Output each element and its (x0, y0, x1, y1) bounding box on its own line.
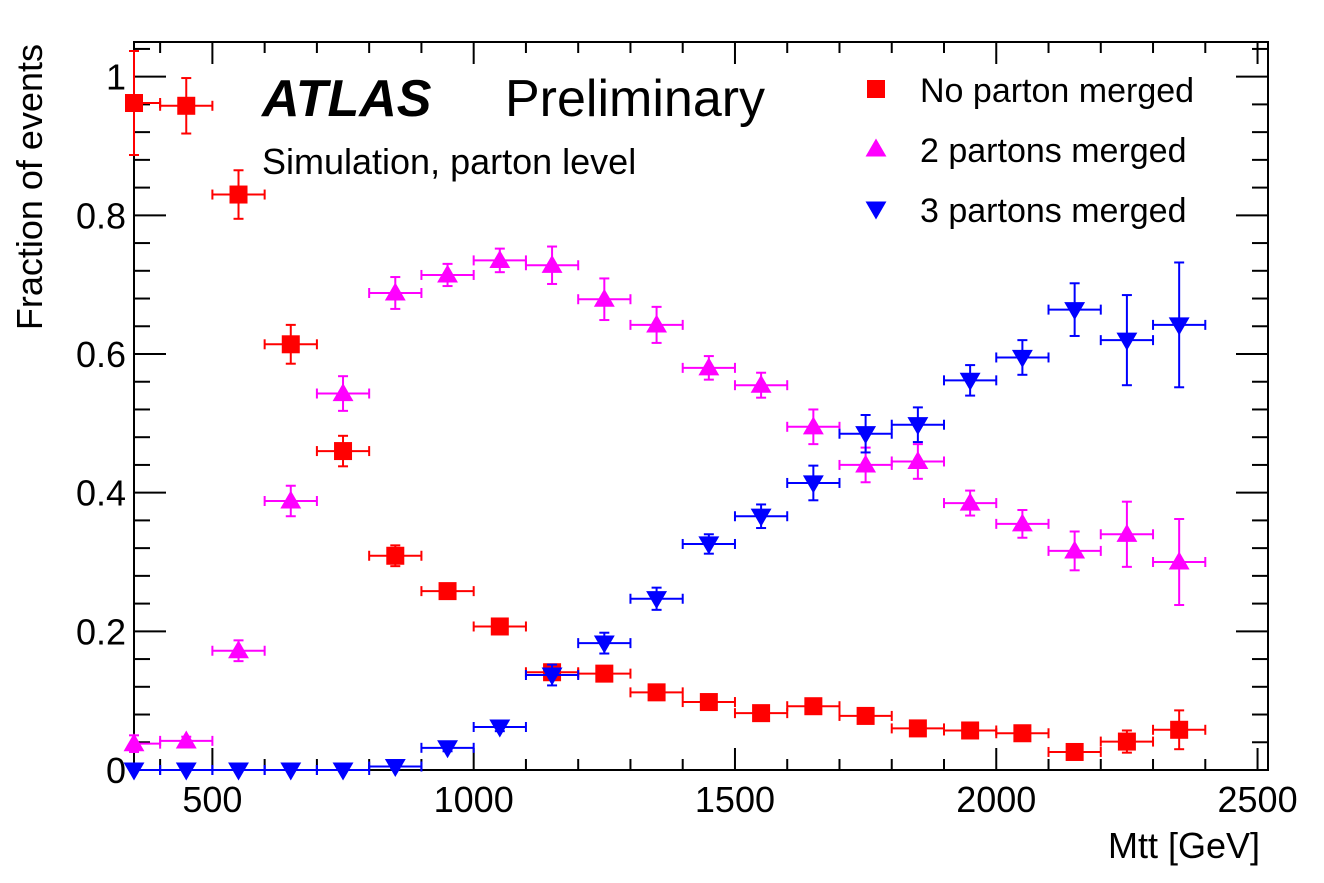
data-point (646, 314, 668, 333)
data-point (698, 536, 720, 555)
legend-item: 3 partons merged (865, 192, 1187, 230)
data-point (489, 719, 511, 738)
data-point (541, 254, 563, 273)
data-point (959, 492, 981, 511)
data-point (123, 762, 145, 781)
data-point (281, 335, 300, 354)
legend: No parton merged 2 partons merged 3 parton… (865, 72, 1194, 230)
y-tick-label: 0.2 (76, 611, 126, 652)
data-point (750, 508, 772, 527)
data-point (907, 417, 929, 436)
data-point (1116, 523, 1138, 542)
data-point (1168, 317, 1190, 336)
data-point (280, 762, 302, 781)
plot-frame (133, 41, 1269, 771)
data-point (334, 442, 353, 461)
data-point (1011, 513, 1033, 532)
data-point (386, 546, 405, 565)
data-point (647, 683, 666, 702)
legend-marker (865, 201, 887, 220)
data-point (175, 730, 197, 749)
y-tick-label: 0.8 (76, 195, 126, 236)
legend-label: No parton merged (920, 72, 1194, 110)
legend-item: 2 partons merged (865, 132, 1187, 170)
data-point (698, 357, 720, 376)
data-point (1013, 724, 1032, 743)
data-point (175, 762, 197, 781)
data-point (228, 640, 249, 659)
data-point (437, 740, 458, 759)
series-triangle-down (123, 261, 1207, 781)
data-point (123, 733, 145, 752)
x-tick-label: 2500 (1218, 779, 1298, 820)
y-tick-label: 0.4 (76, 473, 126, 514)
data-point (1168, 551, 1190, 570)
data-point (1170, 720, 1189, 739)
data-point (856, 706, 875, 725)
data-point (1064, 540, 1086, 559)
data-point (1117, 732, 1136, 751)
preliminary-label: Preliminary (505, 70, 765, 128)
data-point (489, 249, 511, 268)
data-point (961, 721, 980, 740)
data-point (750, 374, 772, 393)
data-point (490, 617, 509, 636)
data-point (1116, 332, 1138, 351)
data-point (541, 667, 563, 686)
data-point (228, 762, 249, 781)
y-tick-label: 1 (106, 57, 126, 98)
y-tick-label: 0 (106, 750, 126, 791)
x-tick-label: 500 (182, 779, 242, 820)
data-point (437, 264, 458, 283)
data-point (646, 591, 668, 610)
data-point (384, 758, 406, 777)
atlas-label: ATLAS (260, 70, 432, 128)
data-point (1064, 302, 1086, 321)
data-point (593, 635, 615, 654)
data-point (438, 582, 457, 601)
data-point (177, 96, 196, 115)
x-tick-label: 1500 (695, 779, 775, 820)
data-point (908, 719, 927, 738)
data-point (1011, 349, 1033, 368)
axis-tick-labels: 500 1000 1500 2000 2500 0 0.2 0.4 0.6 0.8 1 (76, 57, 1298, 820)
axis-ticks (134, 42, 1268, 771)
legend-label: 3 partons merged (920, 192, 1187, 230)
data-point (384, 282, 406, 301)
x-tick-label: 2000 (956, 779, 1036, 820)
y-axis-title: Fraction of events (9, 44, 50, 330)
data-point (593, 288, 615, 307)
legend-marker (867, 80, 885, 98)
data-series (123, 50, 1207, 781)
data-point (752, 704, 771, 723)
data-point (802, 416, 824, 435)
data-point (229, 185, 248, 204)
data-point (907, 451, 929, 470)
data-point (332, 762, 354, 781)
y-tick-label: 0.6 (76, 334, 126, 375)
data-point (125, 94, 143, 113)
simulation-annotation: Simulation, parton level (262, 141, 636, 182)
data-point (699, 693, 718, 712)
legend-label: 2 partons merged (920, 132, 1187, 170)
data-point (280, 490, 302, 509)
data-point (595, 664, 614, 683)
legend-item: No parton merged (867, 72, 1194, 110)
data-point (959, 372, 981, 391)
data-point (855, 454, 877, 473)
series-square (125, 50, 1207, 761)
data-point (802, 475, 824, 494)
data-point (804, 697, 823, 716)
legend-marker (865, 138, 887, 157)
series-triangle-up (123, 245, 1207, 753)
data-point (855, 426, 877, 445)
data-point (1065, 742, 1084, 761)
x-axis-title: Mtt [GeV] (1108, 825, 1260, 866)
x-tick-label: 1000 (434, 779, 514, 820)
data-point (332, 383, 354, 402)
